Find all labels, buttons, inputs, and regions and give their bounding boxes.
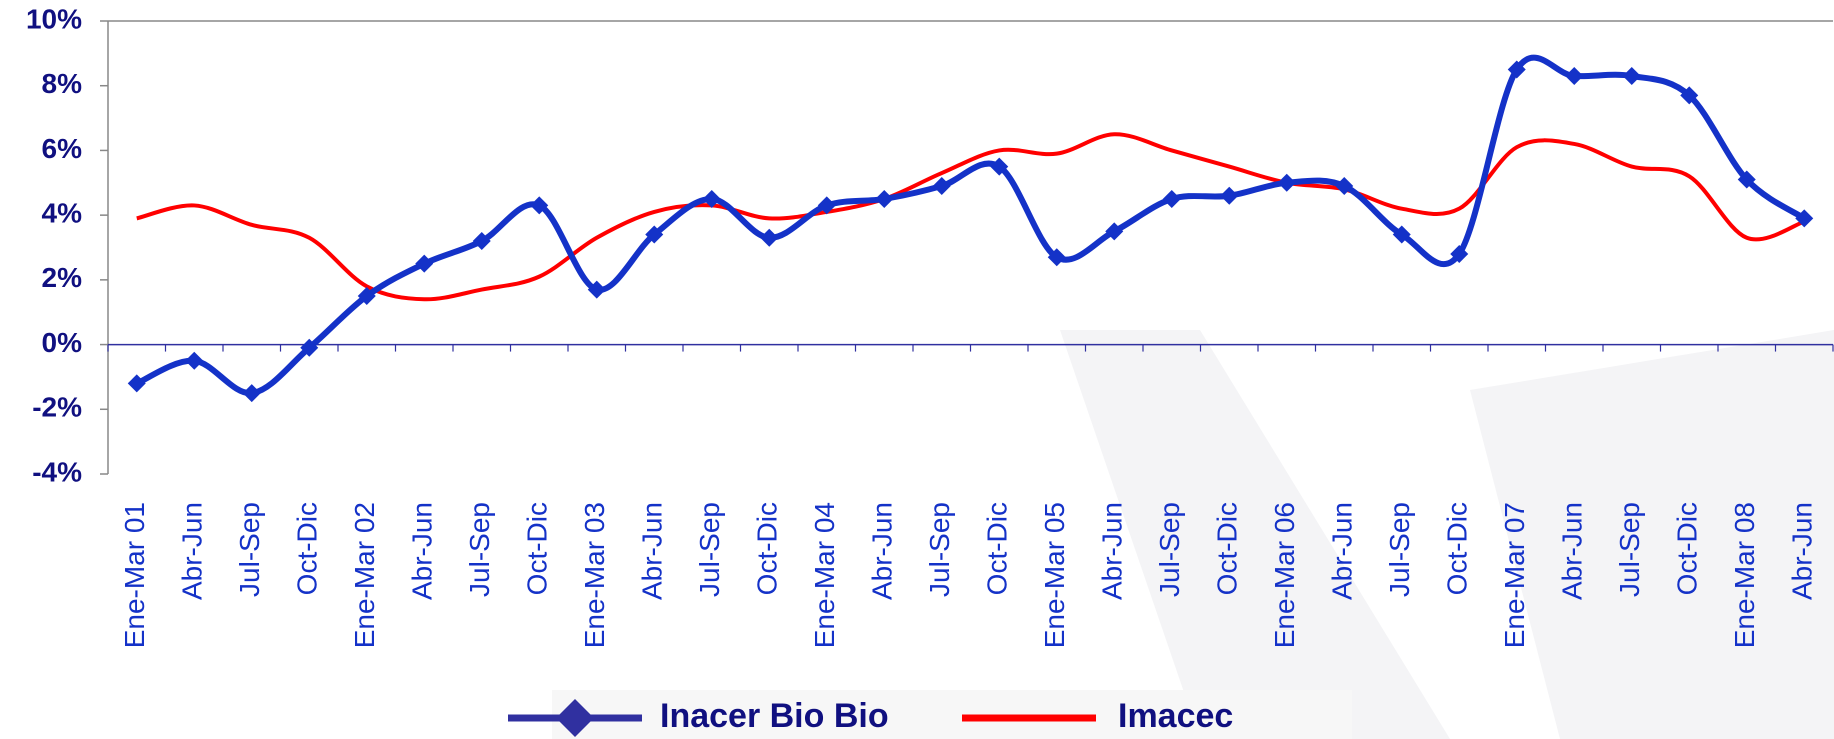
point [702,189,721,208]
point [990,157,1009,176]
watermark [1060,330,1450,739]
point [472,232,491,251]
x-tick-label: Oct-Dic [1672,502,1703,595]
x-tick-label: Abr-Jun [407,502,438,600]
y-tick-label: 0% [42,327,83,358]
x-tick-label: Jul-Sep [1154,502,1185,597]
x-tick-label: Oct-Dic [292,502,323,595]
point [875,189,894,208]
legend-marker [556,699,594,737]
x-tick-label: Jul-Sep [1614,502,1645,597]
y-tick-label: -2% [32,392,82,423]
point [1277,173,1296,192]
point [1335,177,1354,196]
point [127,374,146,393]
x-tick-label: Ene-Mar 03 [579,502,610,648]
x-tick-label: Oct-Dic [982,502,1013,595]
x-tick-label: Ene-Mar 08 [1729,502,1760,648]
point [1162,189,1181,208]
point [645,225,664,244]
legend-background [552,690,1352,739]
point [357,287,376,306]
x-tick-label: Oct-Dic [1442,502,1473,595]
x-tick-label: Jul-Sep [234,502,265,597]
x-tick-label: Abr-Jun [1787,502,1818,600]
x-tick-label: Abr-Jun [637,502,668,600]
x-tick-label: Jul-Sep [464,502,495,597]
x-tick-label: Oct-Dic [752,502,783,595]
x-tick-label: Abr-Jun [1557,502,1588,600]
x-tick-label: Ene-Mar 04 [809,502,840,648]
point [1105,222,1124,241]
point [1450,244,1469,263]
x-tick-label: Ene-Mar 07 [1499,502,1530,648]
point [1220,186,1239,205]
x-tick-label: Ene-Mar 06 [1269,502,1300,648]
y-tick-label: 4% [42,198,83,229]
x-tick-label: Jul-Sep [694,502,725,597]
x-tick-label: Oct-Dic [522,502,553,595]
y-tick-label: 2% [42,262,83,293]
x-tick-label: Ene-Mar 05 [1039,502,1070,648]
x-tick-label: Oct-Dic [1212,502,1243,595]
x-tick-label: Abr-Jun [1327,502,1358,600]
point [760,228,779,247]
x-tick-label: Abr-Jun [177,502,208,600]
point [932,177,951,196]
x-tick-label: Abr-Jun [1097,502,1128,600]
point [300,338,319,357]
point [1795,209,1814,228]
point [185,351,204,370]
x-tick-label: Ene-Mar 01 [119,502,150,648]
legend-label: Imacec [1118,697,1233,735]
point [1565,67,1584,86]
x-tick-label: Abr-Jun [867,502,898,600]
point [587,280,606,299]
point [415,254,434,273]
point [1622,67,1641,86]
legend-label: Inacer Bio Bio [660,697,889,735]
y-tick-label: -4% [32,456,82,487]
point [1507,60,1526,79]
point [1392,225,1411,244]
watermark [1470,330,1834,739]
x-tick-label: Jul-Sep [1384,502,1415,597]
series-line [135,54,1806,397]
point [1047,248,1066,267]
point [1680,86,1699,105]
point [817,196,836,215]
series-line [136,132,1805,302]
point [242,384,261,403]
x-tick-label: Ene-Mar 02 [349,502,380,648]
y-tick-label: 6% [42,133,83,164]
y-tick-label: 8% [42,68,83,99]
x-tick-label: Jul-Sep [924,502,955,597]
point [530,196,549,215]
y-tick-label: 10% [26,3,82,34]
point [1737,170,1756,189]
